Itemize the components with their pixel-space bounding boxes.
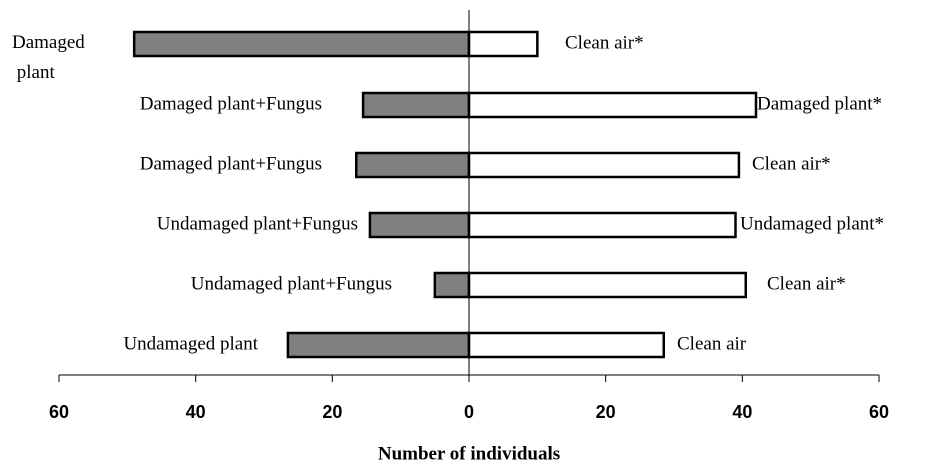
x-tick-label: 60 <box>869 402 889 422</box>
x-axis-title: Number of individuals <box>378 443 560 464</box>
x-tick-label: 40 <box>732 402 752 422</box>
x-tick-label: 60 <box>49 402 69 422</box>
right-bar <box>467 151 741 179</box>
left-bar <box>355 151 471 179</box>
right-bar <box>467 211 737 239</box>
left-bar <box>132 30 471 58</box>
x-tick-label: 0 <box>464 402 474 422</box>
right-bar <box>467 331 665 359</box>
left-label: Damaged plant <box>12 32 85 83</box>
right-label: Clean air <box>677 333 747 354</box>
left-bar <box>361 91 471 119</box>
right-bar <box>467 91 758 119</box>
left-label: Undamaged plant <box>123 333 258 354</box>
right-label: Clean air* <box>752 153 831 174</box>
left-label: Damaged plant+Fungus <box>140 153 322 174</box>
right-label: Damaged plant* <box>757 93 882 114</box>
right-label: Clean air* <box>565 32 644 53</box>
left-bar <box>368 211 471 239</box>
left-label: Damaged plant+Fungus <box>140 93 322 114</box>
x-tick-label: 20 <box>596 402 616 422</box>
x-tick-label: 20 <box>322 402 342 422</box>
right-label: Clean air* <box>767 273 846 294</box>
left-bar <box>433 271 471 299</box>
right-bar <box>467 271 747 299</box>
right-label: Undamaged plant* <box>740 213 884 234</box>
left-bar <box>286 331 471 359</box>
left-label: Undamaged plant+Fungus <box>191 273 392 294</box>
left-label: Undamaged plant+Fungus <box>157 213 358 234</box>
right-bar <box>467 30 539 58</box>
x-tick-label: 40 <box>186 402 206 422</box>
